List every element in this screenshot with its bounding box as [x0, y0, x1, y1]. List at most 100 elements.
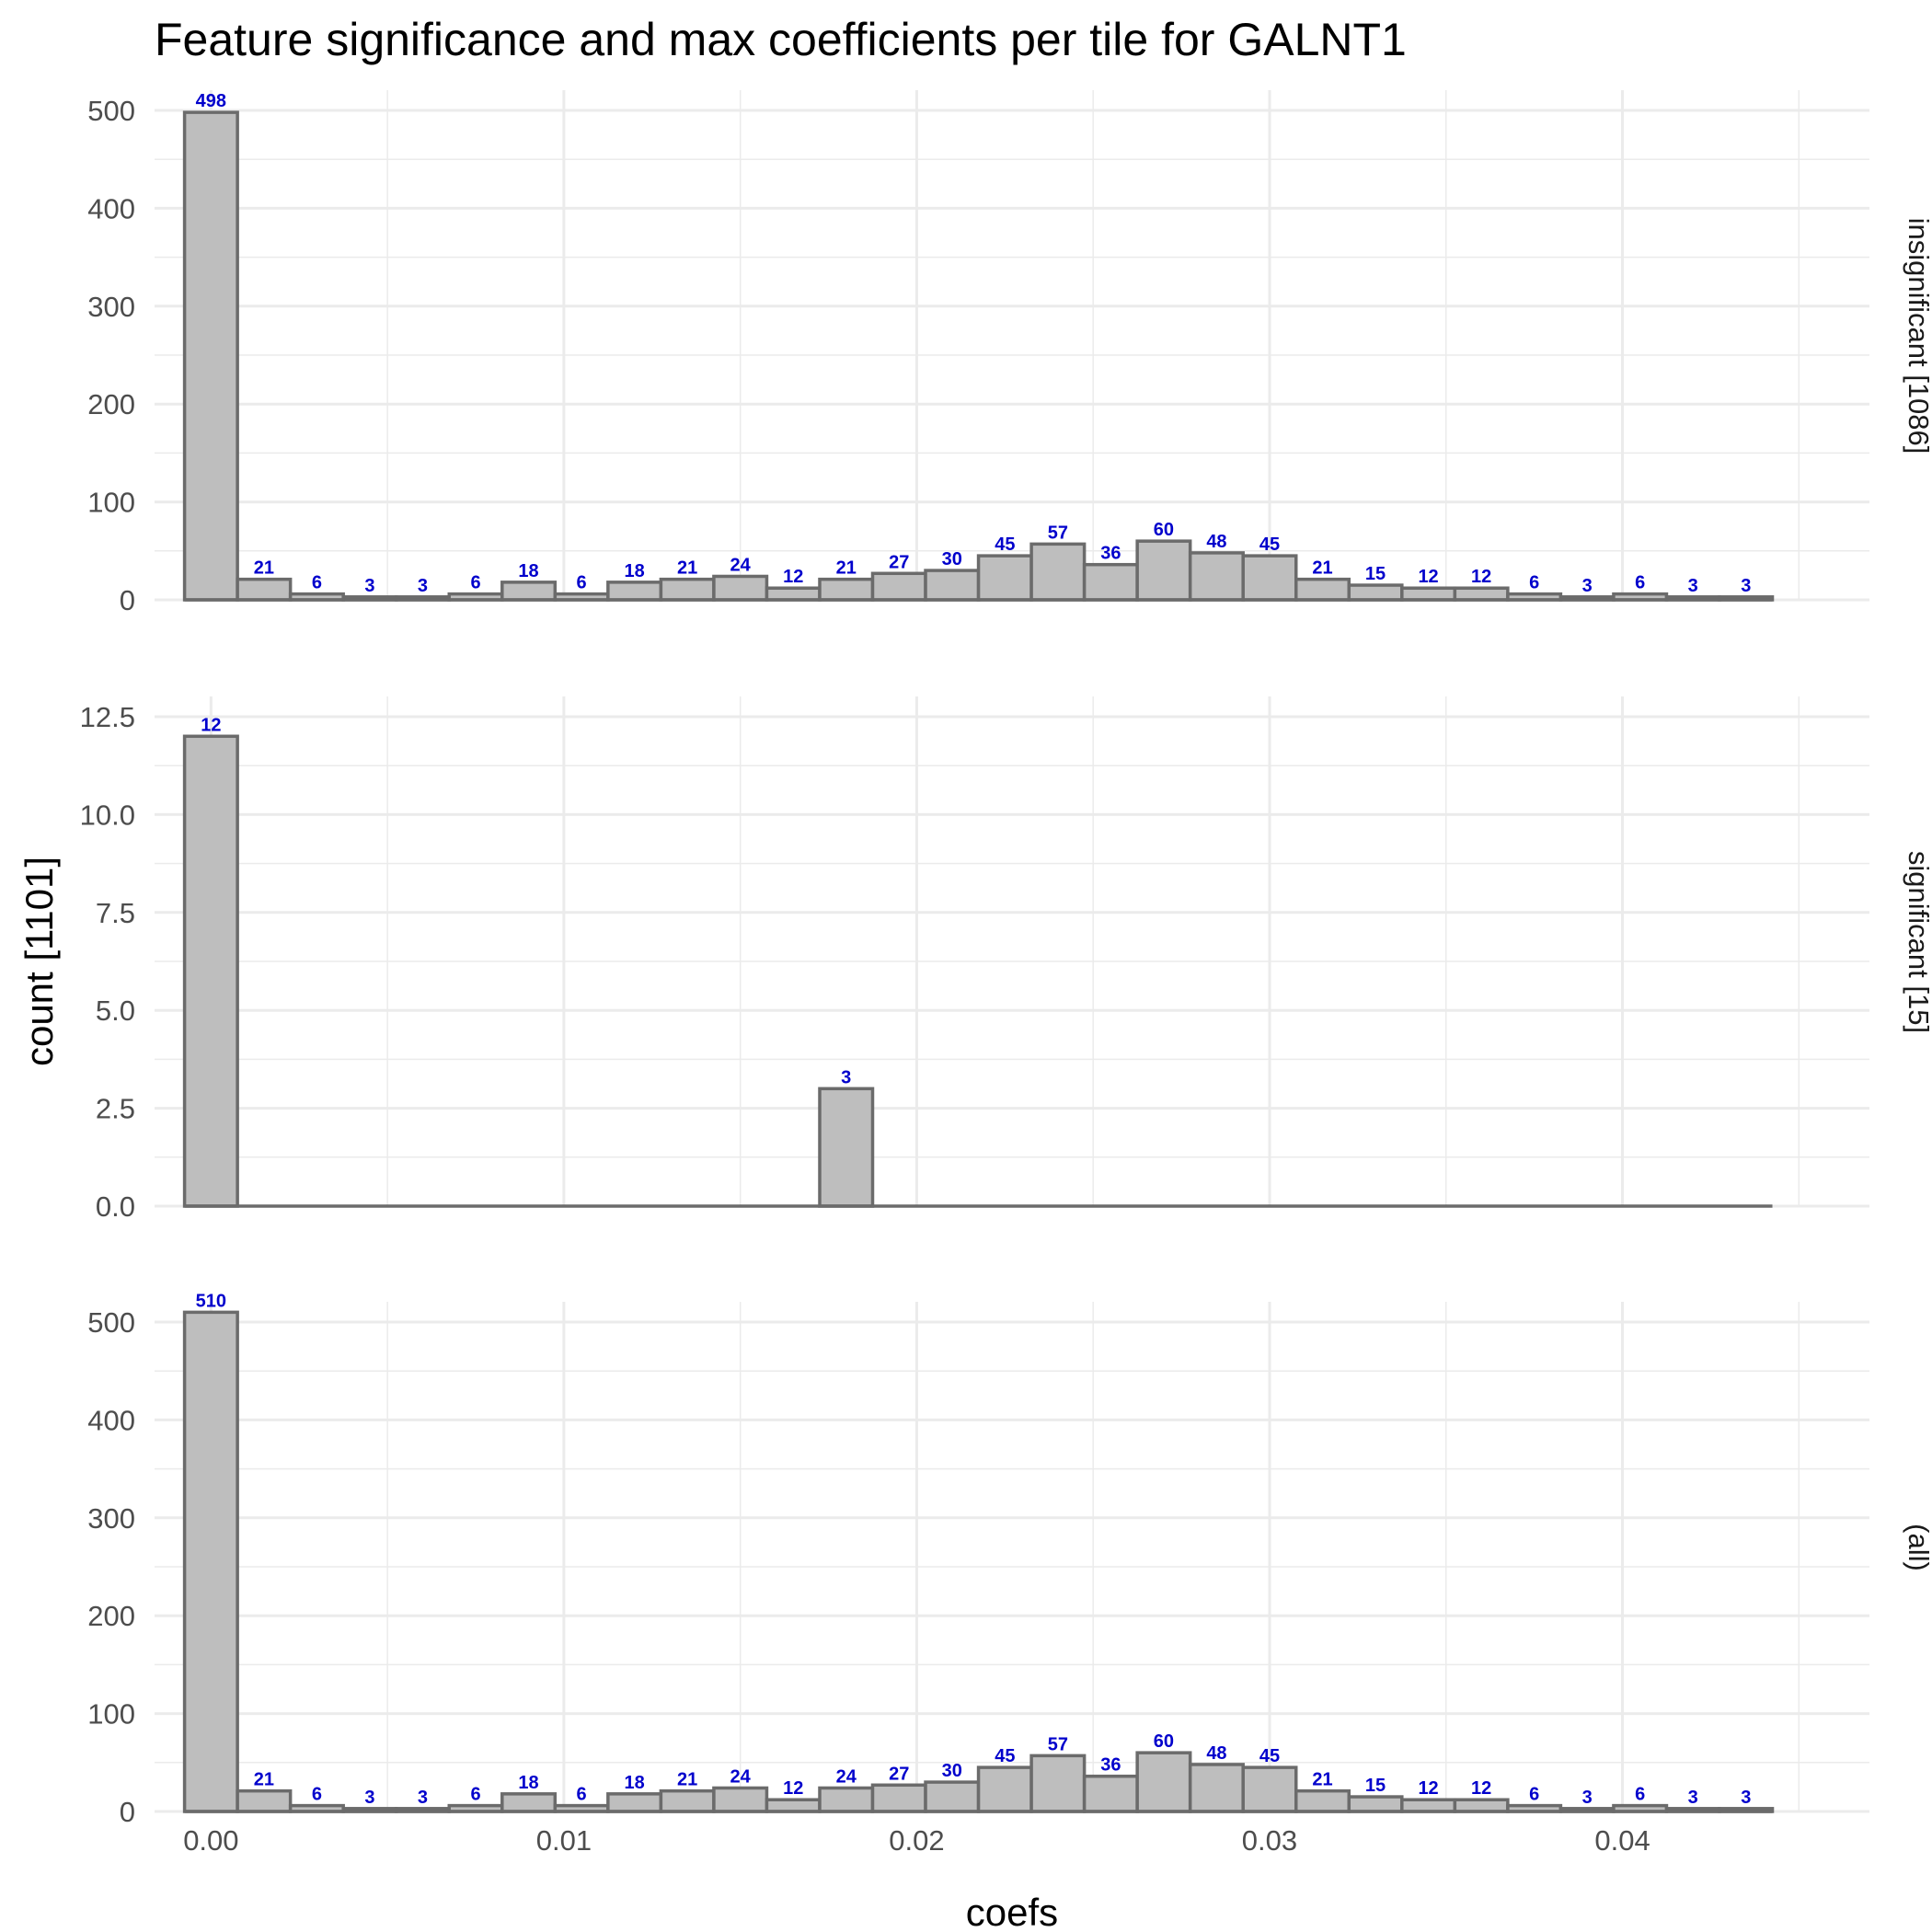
- bar-count-label: 18: [624, 561, 644, 581]
- y-tick-label: 300: [87, 291, 135, 323]
- y-tick-label: 200: [87, 1600, 135, 1632]
- y-tick-label: 12.5: [80, 701, 135, 733]
- y-tick-label: 7.5: [96, 897, 135, 929]
- bar-count-label: 18: [518, 1773, 538, 1793]
- bar-count-label: 6: [577, 573, 587, 593]
- y-tick-label: 400: [87, 192, 135, 224]
- bar-count-label: 21: [254, 1770, 274, 1790]
- bar-count-label: 498: [196, 91, 226, 111]
- y-tick-label: 0: [120, 584, 135, 616]
- bar-count-label: 18: [518, 561, 538, 581]
- bar-count-label: 510: [196, 1291, 226, 1311]
- bar-count-label: 3: [1688, 1788, 1698, 1808]
- x-tick-label: 0.00: [183, 1824, 238, 1857]
- histogram-bar: [712, 574, 769, 602]
- histogram-bar: [1294, 577, 1351, 602]
- bar-count-label: 24: [836, 1766, 857, 1787]
- bar-count-label: 30: [942, 549, 962, 569]
- bar-count-label: 27: [889, 552, 909, 572]
- x-tick-label: 0.02: [889, 1824, 944, 1857]
- histogram-bar: [1347, 583, 1404, 602]
- histogram-bar: [818, 1786, 875, 1813]
- bar-count-label: 27: [889, 1764, 909, 1784]
- bar-count-label: 21: [1312, 1770, 1332, 1790]
- chart-title: Feature significance and max coefficient…: [155, 14, 1407, 65]
- bar-count-label: 6: [1529, 573, 1539, 593]
- histogram-bar: [976, 554, 1033, 602]
- histogram-bar: [818, 1087, 875, 1208]
- bar-count-label: 6: [312, 573, 322, 593]
- bar-count-label: 6: [312, 1785, 322, 1805]
- histogram-bar: [712, 1786, 769, 1813]
- bar-count-label: 3: [841, 1067, 851, 1087]
- bar-count-label: 3: [364, 576, 374, 596]
- y-tick-label: 0.0: [96, 1190, 135, 1223]
- bar-count-label: 12: [1471, 567, 1491, 587]
- bar-count-label: 3: [418, 576, 428, 596]
- bar-count-label: 12: [783, 1778, 803, 1799]
- histogram-bar: [1453, 1798, 1510, 1813]
- histogram-bar: [870, 1783, 927, 1813]
- bar-count-label: 3: [1741, 576, 1751, 596]
- histogram-bar: [659, 1788, 716, 1813]
- bar-count-label: 21: [1312, 558, 1332, 579]
- histogram-bar: [924, 1780, 981, 1813]
- histogram-bar: [1082, 1774, 1139, 1813]
- bar-count-label: 3: [418, 1788, 428, 1808]
- x-tick-label: 0.03: [1242, 1824, 1297, 1857]
- bar-count-label: 45: [1259, 1746, 1280, 1766]
- y-tick-label: 0: [120, 1796, 135, 1828]
- bar-count-label: 12: [201, 715, 221, 735]
- y-tick-label: 2.5: [96, 1093, 135, 1125]
- bar-count-label: 3: [1688, 576, 1698, 596]
- y-tick-label: 100: [87, 487, 135, 519]
- x-tick-label: 0.04: [1594, 1824, 1650, 1857]
- bar-count-label: 21: [254, 558, 274, 579]
- histogram-bar: [1135, 539, 1192, 602]
- histogram-bar: [818, 577, 875, 602]
- bar-count-label: 48: [1206, 1743, 1226, 1764]
- histogram-bar: [659, 577, 716, 602]
- bar-count-label: 6: [1529, 1785, 1539, 1805]
- y-tick-label: 5.0: [96, 995, 135, 1027]
- histogram-bar: [606, 581, 663, 602]
- histogram-bar: [1400, 586, 1457, 602]
- histogram-bar: [870, 571, 927, 602]
- histogram-bar: [500, 1792, 558, 1813]
- y-tick-label: 400: [87, 1404, 135, 1436]
- histogram-bar: [236, 577, 293, 602]
- bar-count-label: 3: [1582, 1788, 1593, 1808]
- histogram-bar: [976, 1765, 1033, 1813]
- histogram-bar: [606, 1792, 663, 1813]
- y-axis-title: count [1101]: [17, 857, 61, 1066]
- facet-strip-label: significant [15]: [1903, 851, 1932, 1033]
- bar-count-label: 15: [1365, 564, 1386, 584]
- histogram-bar: [1188, 551, 1245, 602]
- bar-count-label: 21: [677, 558, 697, 579]
- histogram-bar: [182, 734, 239, 1208]
- histogram-bar: [1241, 1765, 1298, 1813]
- facet-panel-2: 0.0 2.5 5.0 7.5 10.0 12.5 12 3 significant [15]: [80, 696, 1932, 1223]
- histogram-bar: [1241, 554, 1298, 602]
- histogram-bar: [1029, 1754, 1087, 1813]
- histogram-bar: [1188, 1763, 1245, 1813]
- y-tick-label: 500: [87, 1306, 135, 1339]
- x-axis-title: coefs: [966, 1891, 1058, 1932]
- x-tick-label: 0.01: [536, 1824, 592, 1857]
- histogram-bar: [1029, 542, 1087, 602]
- bar-count-label: 57: [1048, 1734, 1068, 1754]
- histogram-bar: [1135, 1751, 1192, 1813]
- bar-count-label: 48: [1206, 532, 1226, 552]
- bar-count-label: 60: [1154, 520, 1174, 540]
- bar-count-label: 15: [1365, 1776, 1386, 1796]
- facet-strip-label: insignificant [1086]: [1903, 218, 1932, 454]
- y-tick-label: 500: [87, 95, 135, 127]
- bar-count-label: 12: [1418, 1778, 1438, 1799]
- bar-count-label: 24: [730, 1766, 752, 1787]
- bar-count-label: 57: [1048, 523, 1068, 543]
